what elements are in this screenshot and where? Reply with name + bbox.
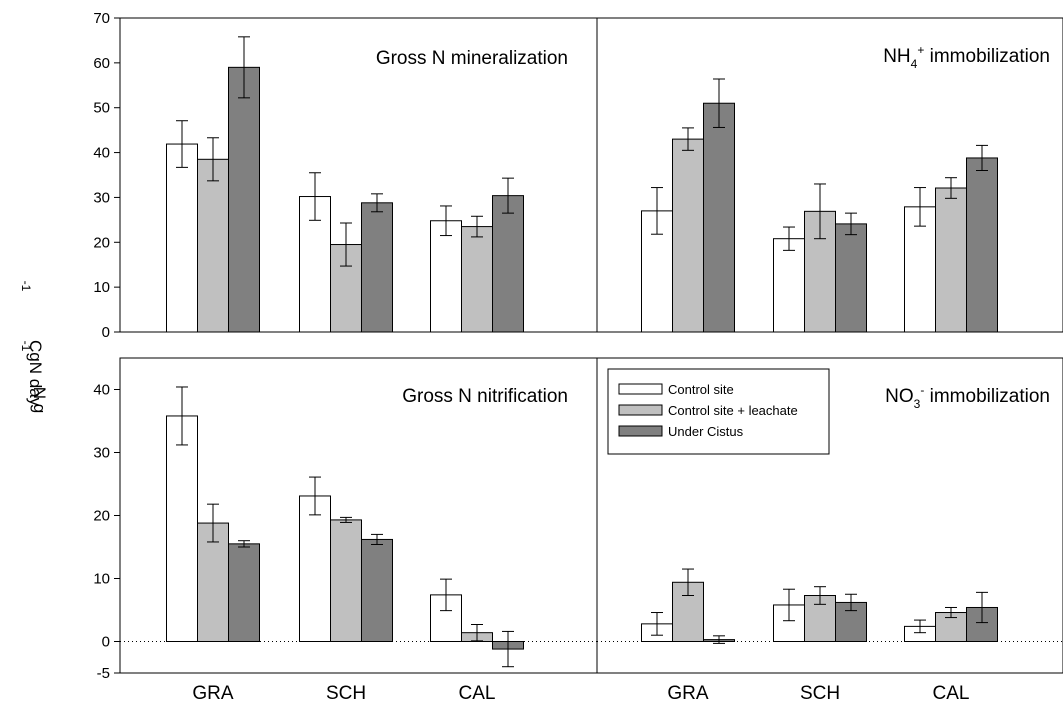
y-tick-label: 20	[93, 508, 110, 525]
bar	[361, 538, 393, 642]
y-tick-label: 10	[93, 279, 110, 296]
bar	[330, 519, 362, 642]
panel-title-nitrification: Gross N nitrification	[402, 386, 568, 407]
legend: Control site Control site + leachate Und…	[607, 368, 830, 455]
y-tick-label: 30	[93, 189, 110, 206]
bar	[773, 238, 805, 333]
y-axis-label: N g CgN day -1 -1	[19, 281, 49, 414]
legend-swatch-under-cistus	[618, 425, 663, 437]
category-label: SCH	[800, 683, 840, 704]
bar	[197, 158, 229, 333]
panel-title-nh4: NH4+ immobilization	[883, 43, 1050, 71]
y-axis-label-tail: CgN day	[26, 340, 45, 407]
bar	[228, 66, 260, 333]
y-axis-label-main: N g	[30, 387, 49, 413]
bar	[299, 495, 331, 642]
y-tick-label: 40	[93, 382, 110, 399]
bar	[197, 522, 229, 642]
category-label: GRA	[192, 683, 234, 704]
y-tick-label: -5	[97, 665, 110, 682]
category-label: CAL	[459, 683, 496, 704]
legend-label-under-cistus: Under Cistus	[668, 424, 744, 439]
y-tick-label: 60	[93, 55, 110, 72]
y-tick-label: 20	[93, 234, 110, 251]
y-tick-label: 70	[93, 10, 110, 27]
y-tick-label: 10	[93, 571, 110, 588]
bar	[703, 102, 735, 333]
bar	[166, 415, 198, 642]
legend-label-control-leachate: Control site + leachate	[668, 403, 798, 418]
panel-title-mineralization: Gross N mineralization	[376, 48, 568, 69]
bar	[935, 187, 967, 333]
category-label: SCH	[326, 683, 366, 704]
y-tick-label: 0	[102, 324, 110, 341]
panels: 0 10 20 30 40 50 60 70 0 10 20 30 40 -5 GRA SCH CAL GRA SC…	[93, 10, 1063, 704]
bar	[228, 543, 260, 642]
top-panel-frame	[119, 17, 1063, 333]
y-tick-label: 40	[93, 145, 110, 162]
legend-swatch-control-site	[618, 383, 663, 395]
y-axis-label-exponent: -1	[19, 281, 33, 292]
bar	[492, 195, 524, 333]
y-tick-label: 0	[102, 634, 110, 651]
bar	[430, 220, 462, 333]
bottom-panel-frame	[119, 357, 1063, 674]
legend-swatch-control-leachate	[618, 404, 663, 416]
y-axis-label-tail-exponent: -1	[19, 341, 33, 352]
category-label: GRA	[667, 683, 709, 704]
bar	[835, 223, 867, 333]
panel-title-no3: NO3- immobilization	[885, 383, 1050, 411]
legend-label-control-site: Control site	[668, 382, 734, 397]
bar	[166, 143, 198, 333]
category-label: CAL	[933, 683, 970, 704]
bar	[461, 226, 493, 333]
bar	[966, 157, 998, 333]
y-tick-label: 50	[93, 100, 110, 117]
bar	[361, 202, 393, 333]
y-tick-label: 30	[93, 445, 110, 462]
bar	[672, 138, 704, 333]
